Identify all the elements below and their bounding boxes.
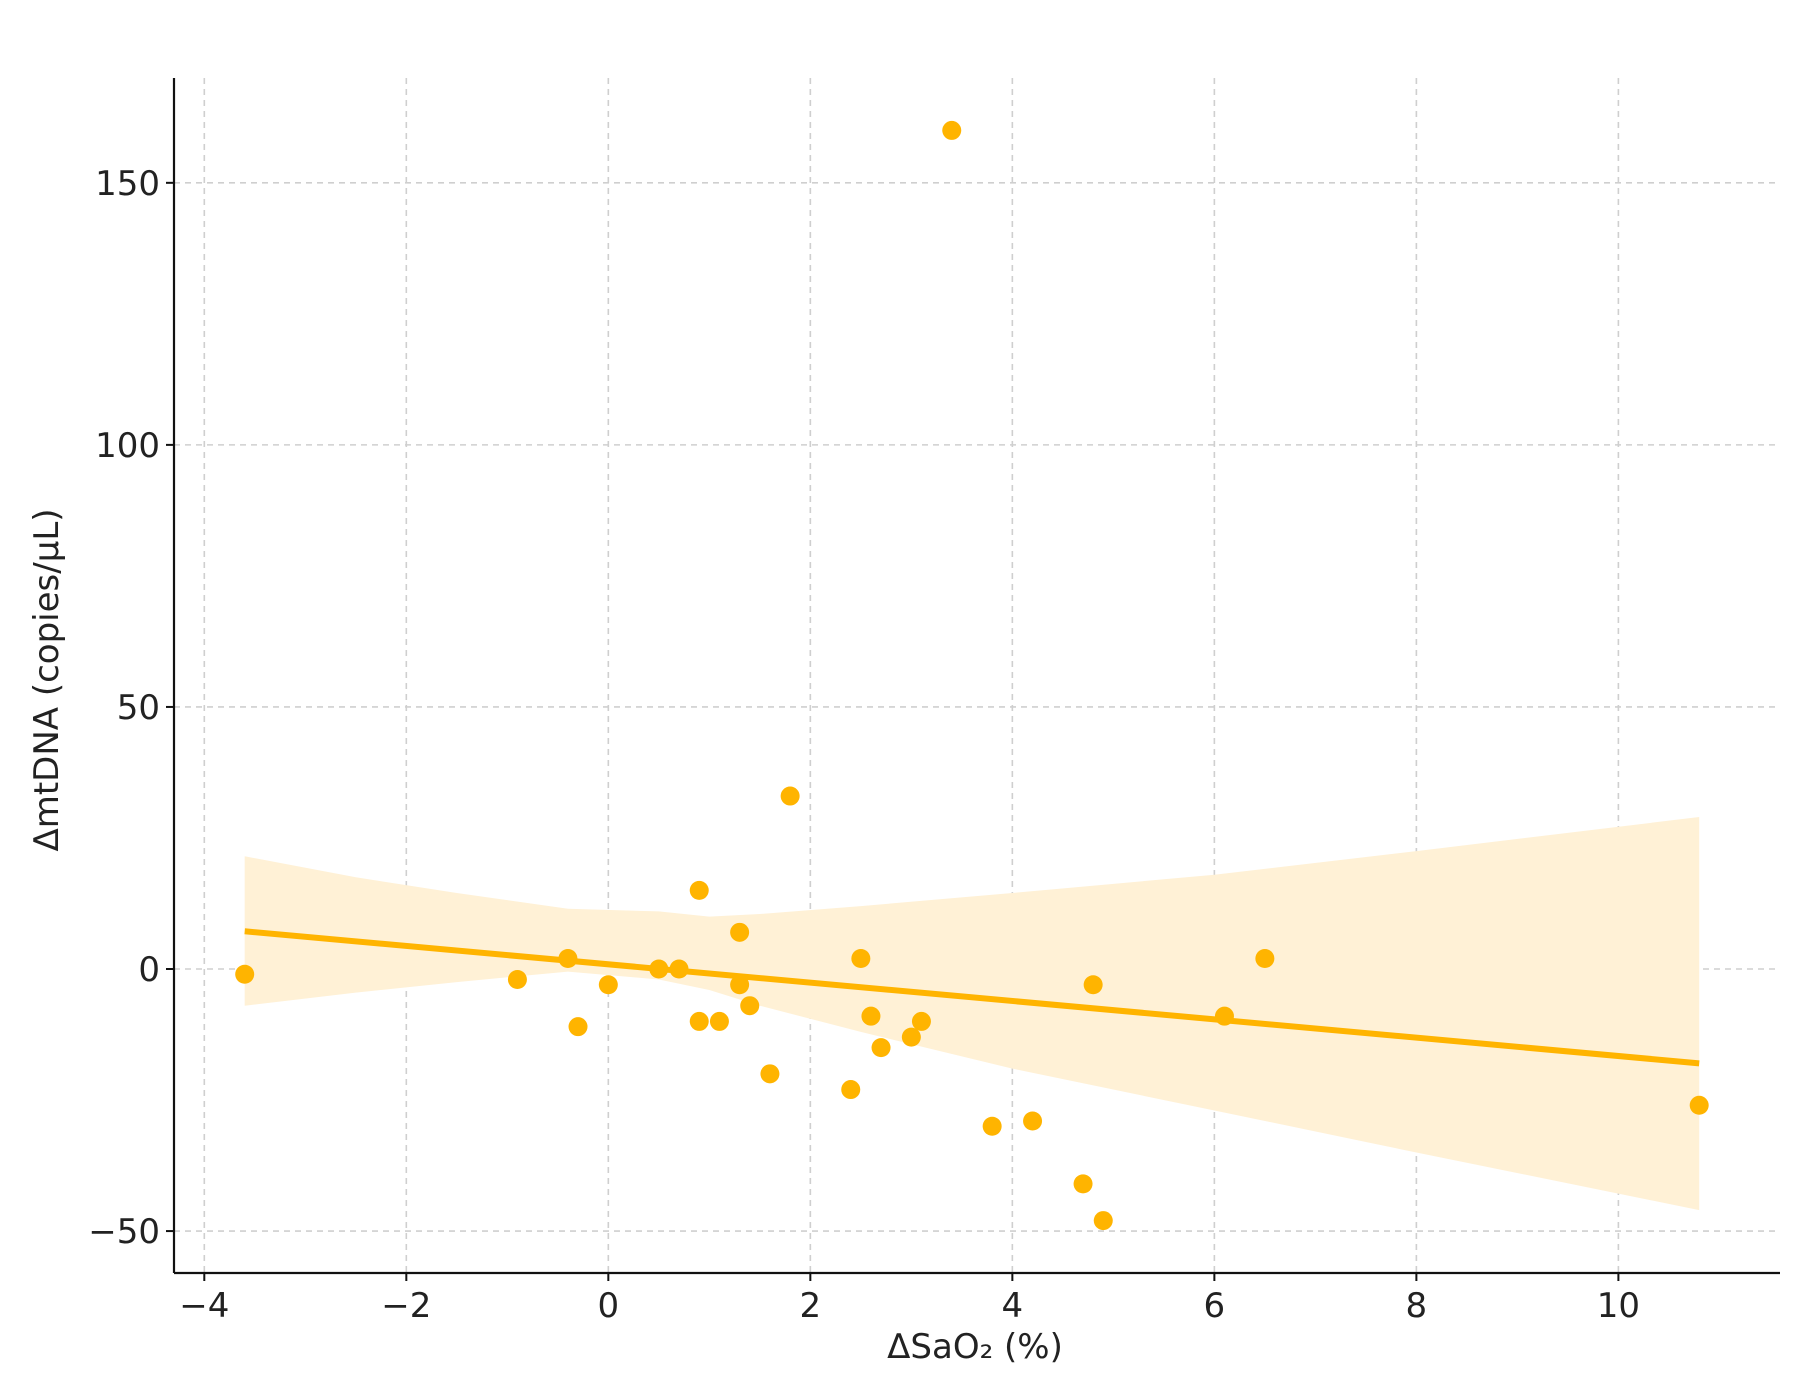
data-point <box>871 1038 891 1058</box>
regression-line-layer <box>244 928 1700 1067</box>
tick-labels-layer: −4 −2 0 2 4 6 8 10 −50 0 50 100 150 <box>88 164 1640 1326</box>
data-point <box>740 996 760 1016</box>
x-tick-label: 4 <box>1002 1286 1024 1326</box>
data-point <box>1214 1006 1234 1026</box>
y-tick-label: −50 <box>88 1212 160 1252</box>
data-point <box>568 1017 588 1037</box>
x-tick-label: 8 <box>1406 1286 1428 1326</box>
data-point <box>1073 1174 1093 1194</box>
data-point <box>598 975 618 995</box>
y-tick-label: 0 <box>138 950 160 990</box>
x-tick-label: 2 <box>800 1286 822 1326</box>
data-point <box>689 1011 709 1031</box>
data-point <box>760 1064 780 1084</box>
y-tick-label: 50 <box>117 688 160 728</box>
x-tick-label: 0 <box>598 1286 620 1326</box>
data-point <box>730 975 750 995</box>
y-tick-label: 100 <box>95 426 160 466</box>
confidence-band <box>244 817 1700 1211</box>
data-point <box>841 1080 861 1100</box>
x-tick-label: −2 <box>381 1286 431 1326</box>
x-tick-label: 6 <box>1204 1286 1226 1326</box>
data-point <box>235 964 255 984</box>
data-point <box>861 1006 881 1026</box>
data-point <box>709 1011 729 1031</box>
data-point <box>558 949 578 969</box>
axes-layer <box>166 78 1780 1281</box>
data-point <box>689 880 709 900</box>
data-point <box>1023 1111 1043 1131</box>
x-tick-label: −4 <box>179 1286 229 1326</box>
data-point <box>730 922 750 942</box>
data-point <box>669 959 689 979</box>
data-point <box>1083 975 1103 995</box>
regression-line <box>244 928 1700 1067</box>
data-point <box>851 949 871 969</box>
data-point <box>780 786 800 806</box>
data-point <box>1093 1211 1113 1231</box>
data-point <box>507 969 527 989</box>
data-point <box>1689 1095 1709 1115</box>
data-point <box>911 1011 931 1031</box>
y-axis-label: ΔmtDNA (copies/μL) <box>27 508 67 851</box>
x-axis-label: ΔSaO₂ (%) <box>887 1327 1063 1367</box>
data-point <box>649 959 669 979</box>
y-tick-label: 150 <box>95 164 160 204</box>
data-point <box>982 1116 1002 1136</box>
confidence-band-layer <box>244 817 1700 1211</box>
data-points-layer <box>235 120 1709 1231</box>
x-tick-label: 10 <box>1597 1286 1640 1326</box>
data-point <box>942 120 962 140</box>
data-point <box>901 1027 921 1047</box>
data-point <box>1255 949 1275 969</box>
